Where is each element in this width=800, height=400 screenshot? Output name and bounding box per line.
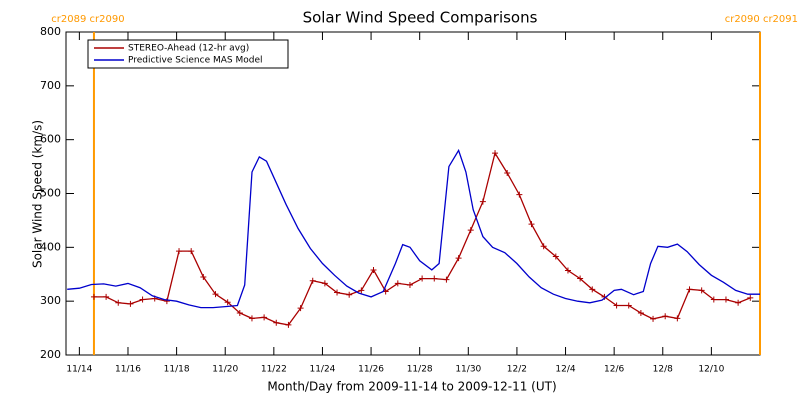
data-point	[625, 302, 632, 309]
data-point	[492, 150, 499, 157]
chart-title: Solar Wind Speed Comparisons	[303, 9, 538, 27]
data-point	[127, 300, 134, 307]
y-tick-label: 800	[40, 25, 61, 38]
carrington-label: cr2090 cr2091	[725, 14, 798, 25]
data-point	[370, 266, 377, 273]
data-point	[735, 299, 742, 306]
data-point	[710, 296, 717, 303]
data-point	[188, 248, 195, 255]
data-point	[467, 227, 474, 234]
data-point	[722, 296, 729, 303]
x-tick-label: 11/24	[309, 365, 335, 375]
x-tick-label: 11/26	[358, 365, 384, 375]
data-point	[698, 287, 705, 294]
x-tick-label: 12/8	[653, 365, 673, 375]
data-point	[309, 277, 316, 284]
series-line	[67, 148, 760, 309]
x-tick-label: 11/14	[66, 365, 92, 375]
data-point	[747, 294, 754, 301]
data-point	[139, 296, 146, 303]
data-point	[236, 310, 243, 317]
data-point	[552, 253, 559, 260]
data-point	[358, 287, 365, 294]
x-tick-label: 11/18	[164, 365, 190, 375]
data-point	[443, 276, 450, 283]
data-point	[394, 280, 401, 287]
data-point	[103, 293, 110, 300]
y-tick-label: 700	[40, 79, 61, 92]
data-point	[406, 282, 413, 289]
data-point	[334, 289, 341, 296]
x-tick-label: 12/10	[698, 365, 724, 375]
data-point	[613, 302, 620, 309]
data-point	[637, 310, 644, 317]
data-point	[564, 267, 571, 274]
data-point	[273, 319, 280, 326]
x-tick-label: 11/28	[407, 365, 433, 375]
x-tick-label: 11/30	[455, 365, 481, 375]
y-tick-label: 500	[40, 187, 61, 200]
data-point	[455, 255, 462, 262]
data-point	[662, 313, 669, 320]
x-tick-label: 11/16	[115, 365, 141, 375]
y-tick-label: 600	[40, 133, 61, 146]
data-point	[431, 275, 438, 282]
data-point	[346, 291, 353, 298]
x-tick-label: 12/4	[555, 365, 575, 375]
data-point	[479, 198, 486, 205]
data-point	[261, 314, 268, 321]
legend-label: Predictive Science MAS Model	[128, 56, 263, 66]
data-point	[163, 298, 170, 305]
data-point	[321, 280, 328, 287]
data-point	[577, 275, 584, 282]
data-point	[419, 275, 426, 282]
legend-box	[87, 39, 289, 69]
y-tick-label: 300	[40, 294, 61, 307]
data-point	[674, 315, 681, 322]
data-point	[200, 273, 207, 280]
x-tick-label: 12/6	[604, 365, 624, 375]
data-point	[248, 315, 255, 322]
data-point	[176, 248, 183, 255]
data-point	[297, 305, 304, 312]
data-point	[285, 321, 292, 328]
data-point	[504, 170, 511, 177]
data-point	[224, 299, 231, 306]
data-point	[528, 221, 535, 228]
data-point	[90, 293, 97, 300]
carrington-label: cr2089 cr2090	[51, 14, 124, 25]
data-point	[540, 243, 547, 250]
data-point	[516, 191, 523, 198]
data-point	[650, 315, 657, 322]
x-tick-label: 12/2	[507, 365, 527, 375]
x-axis-label: Month/Day from 2009-11-14 to 2009-12-11 …	[267, 380, 556, 394]
legend-label: STEREO-Ahead (12-hr avg)	[128, 44, 249, 54]
y-axis-label: Solar Wind Speed (km/s)	[31, 120, 45, 268]
x-tick-label: 11/20	[212, 365, 238, 375]
data-point	[115, 299, 122, 306]
data-point	[589, 286, 596, 293]
y-tick-label: 400	[40, 240, 61, 253]
x-tick-label: 11/22	[261, 365, 287, 375]
y-tick-label: 200	[40, 348, 61, 361]
data-point	[212, 291, 219, 298]
data-point	[686, 286, 693, 293]
